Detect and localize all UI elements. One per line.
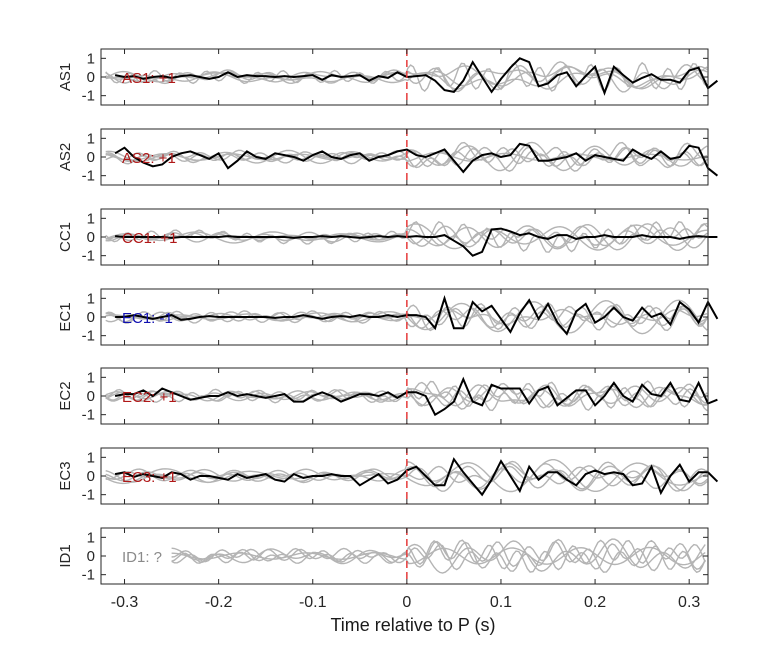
x-axis: -0.3 -0.2 -0.1 0 0.1 0.2 0.3: [111, 594, 701, 611]
y-tick-label: -1: [82, 567, 95, 584]
y-tick-label: 0: [87, 229, 95, 246]
polarity-label: AS1: +1: [122, 70, 176, 87]
panel-ec2: 1 0 -1 EC2 EC2: +1: [57, 367, 718, 425]
polarity-label: AS2: +1: [122, 150, 176, 167]
polarity-label: EC2: +1: [122, 389, 177, 406]
y-tick-label: 0: [87, 69, 95, 86]
x-tick-label: 0.1: [490, 594, 512, 611]
y-tick-label: 1: [87, 290, 95, 307]
background-trace: [171, 539, 706, 574]
panel-ylabel: EC3: [57, 461, 74, 490]
y-tick-label: -1: [82, 407, 95, 424]
polarity-label: EC3: +1: [122, 469, 177, 486]
y-tick-label: -1: [82, 88, 95, 105]
x-tick-label: 0.2: [584, 594, 606, 611]
x-tick-label: -0.3: [111, 594, 139, 611]
polarity-label: ID1: ?: [122, 549, 162, 566]
y-tick-label: -1: [82, 168, 95, 185]
background-trace: [171, 546, 706, 566]
x-tick-label: -0.1: [299, 594, 327, 611]
panel-ylabel: AS2: [57, 143, 74, 171]
y-tick-label: 1: [87, 50, 95, 67]
y-tick-label: 1: [87, 369, 95, 386]
x-tick-label: 0: [402, 594, 411, 611]
y-tick-label: -1: [82, 487, 95, 504]
y-tick-label: -1: [82, 328, 95, 345]
panel-ylabel: CC1: [57, 222, 74, 252]
panel-frame: [100, 527, 709, 585]
waveform-trace: [115, 294, 719, 336]
y-tick-label: 0: [87, 149, 95, 166]
waveform-trace: [114, 457, 719, 497]
waveform-trace: [114, 142, 719, 177]
x-tick-label: 0.3: [678, 594, 700, 611]
panel-cc1: 1 0 -1 CC1 CC1: +1: [57, 208, 718, 266]
y-tick-label: 0: [87, 548, 95, 565]
waveform-trace: [114, 376, 718, 417]
y-tick-label: 1: [87, 130, 95, 147]
panel-as1: 1 0 -1 AS1 AS1: +1: [57, 48, 719, 106]
y-tick-label: 0: [87, 309, 95, 326]
panel-ylabel: EC2: [57, 381, 74, 410]
y-tick-label: 0: [87, 468, 95, 485]
panel-ec3: 1 0 -1 EC3 EC3: +1: [57, 447, 719, 505]
polarity-label: CC1: +1: [122, 230, 177, 247]
panel-ylabel: AS1: [57, 63, 74, 91]
y-tick-label: 1: [87, 529, 95, 546]
y-tick-label: 0: [87, 388, 95, 405]
background-trace: [105, 223, 708, 251]
y-tick-label: -1: [82, 248, 95, 265]
panel-ylabel: EC1: [57, 302, 74, 331]
x-axis-label: Time relative to P (s): [330, 615, 495, 635]
polarity-label: EC1: -1: [122, 310, 173, 327]
waveform-trace: [115, 227, 718, 257]
panels-group: 1 0 -1 AS1 AS1: +1 1 0 -1 AS2 AS2: +1 1 0 -1 CC1 CC1: …: [57, 48, 719, 585]
background-traces: [171, 538, 706, 574]
background-trace: [171, 538, 706, 574]
panel-ec1: 1 0 -1 EC1 EC1: -1: [57, 288, 719, 346]
y-tick-label: 1: [87, 210, 95, 227]
x-tick-label: -0.2: [205, 594, 233, 611]
y-tick-label: 1: [87, 449, 95, 466]
panel-id1: 1 0 -1 ID1 ID1: ?: [57, 527, 709, 585]
panel-ylabel: ID1: [57, 544, 74, 567]
waveform-trace: [114, 57, 719, 96]
panel-as2: 1 0 -1 AS2 AS2: +1: [57, 128, 719, 186]
